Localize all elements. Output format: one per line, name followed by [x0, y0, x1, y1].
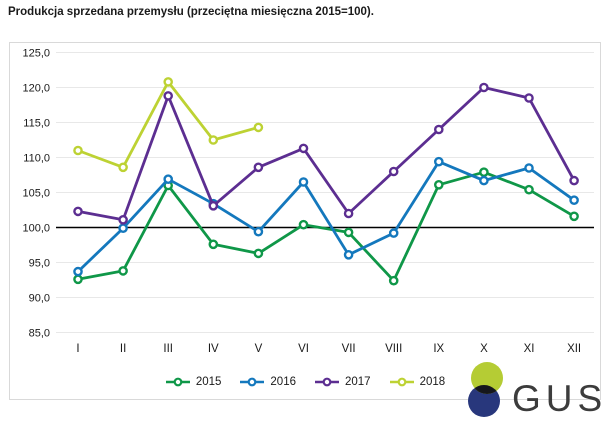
marker-2017-VIII [388, 166, 399, 177]
marker-2015-VI [298, 219, 309, 230]
y-tick-label: 110,0 [23, 153, 50, 165]
marker-2015-V [253, 248, 264, 259]
y-tick-label: 90,0 [29, 293, 50, 305]
legend-item-2015: 2015 [165, 376, 222, 388]
marker-2018-I [73, 145, 83, 156]
legend-label-2015: 2015 [195, 376, 222, 388]
marker-2016-VIII [388, 228, 399, 238]
series-2015 [73, 167, 579, 286]
marker-2016-IX [433, 156, 444, 167]
chart-legend: 2015 2016 2017 2018 [10, 371, 600, 393]
chart-box: 85,0 90,0 95,0 100,0 105,0 110,0 115,0 120,0 125… [9, 42, 601, 400]
marker-2015-X [479, 167, 489, 177]
y-tick-label: 100,0 [22, 223, 50, 235]
marker-2018-II [118, 162, 128, 173]
series-2018 [73, 77, 264, 173]
x-tick-label-VII: VII [342, 343, 356, 355]
marker-2015-IV [208, 239, 219, 250]
marker-2017-I [73, 206, 83, 217]
legend-label-2018: 2018 [419, 376, 446, 388]
legend-item-2018: 2018 [389, 376, 446, 388]
marker-2015-XI [524, 184, 534, 195]
series-line-2015 [77, 170, 575, 283]
gus-logo: GUS [468, 362, 607, 419]
legend-label-2016: 2016 [270, 376, 296, 388]
legend-swatch-2017 [315, 377, 339, 387]
marker-2015-VIII [388, 275, 399, 286]
marker-2017-II [118, 214, 128, 225]
x-tick-label-I: I [76, 343, 79, 355]
marker-2017-XII [569, 175, 579, 186]
series-line-2017 [77, 86, 576, 222]
marker-2016-V [253, 226, 264, 237]
x-tick-label-IX: IX [433, 343, 444, 355]
marker-2016-VI [298, 177, 309, 187]
legend-label-2017: 2017 [345, 376, 371, 388]
marker-2016-III [163, 174, 173, 184]
marker-2017-X [479, 82, 489, 93]
marker-2017-XI [524, 93, 534, 103]
marker-2015-VII [343, 227, 354, 238]
marker-2015-I [73, 274, 83, 285]
y-tick-label: 105,0 [22, 188, 50, 200]
legend-swatch-2015 [165, 377, 190, 387]
marker-2016-VII [343, 249, 354, 260]
marker-2016-II [118, 223, 128, 233]
x-tick-label-X: X [480, 343, 488, 355]
legend-swatch-2016 [240, 377, 265, 387]
marker-2017-III [163, 91, 173, 101]
line-chart: 85,0 90,0 95,0 100,0 105,0 110,0 115,0 120,0 125… [22, 48, 594, 355]
chart-title: Produkcja sprzedana przemysłu (przeciętn… [8, 6, 374, 18]
x-tick-label-V: V [255, 343, 263, 355]
series-2017 [73, 82, 579, 225]
y-tick-label: 125,0 [22, 48, 50, 60]
marker-2015-IX [433, 179, 444, 190]
x-tick-label-II: II [120, 343, 126, 355]
x-tick-label-III: III [163, 343, 173, 355]
x-tick-label-XII: XII [567, 343, 581, 355]
marker-2017-VII [343, 208, 354, 219]
marker-2016-X [479, 175, 489, 186]
x-tick-label-VI: VI [298, 343, 309, 355]
marker-2017-IV [208, 200, 219, 211]
x-tick-label-IV: IV [208, 343, 219, 355]
y-tick-label: 115,0 [23, 118, 50, 130]
y-tick-label: 95,0 [29, 258, 50, 270]
marker-2018-III [163, 77, 173, 87]
y-tick-label: 120,0 [22, 83, 50, 95]
series-line-2016 [77, 160, 575, 273]
marker-2016-XI [524, 163, 534, 173]
marker-2016-XII [569, 195, 579, 205]
marker-2015-II [118, 266, 128, 276]
marker-2017-VI [298, 143, 309, 154]
x-tick-label-XI: XI [524, 343, 535, 355]
marker-2017-IX [433, 124, 444, 135]
gus-logo-text: GUS [512, 378, 607, 419]
marker-2018-IV [208, 135, 219, 145]
marker-2017-V [253, 162, 264, 173]
x-tick-label-VIII: VIII [385, 343, 402, 355]
marker-2015-XII [569, 211, 579, 222]
legend-item-2016: 2016 [239, 376, 296, 388]
marker-2018-V [253, 122, 264, 133]
marker-2016-I [73, 266, 83, 277]
legend-swatch-2018 [389, 377, 414, 387]
y-tick-label: 85,0 [29, 328, 50, 340]
series-2016 [73, 156, 579, 277]
legend-item-2017: 2017 [314, 376, 371, 388]
